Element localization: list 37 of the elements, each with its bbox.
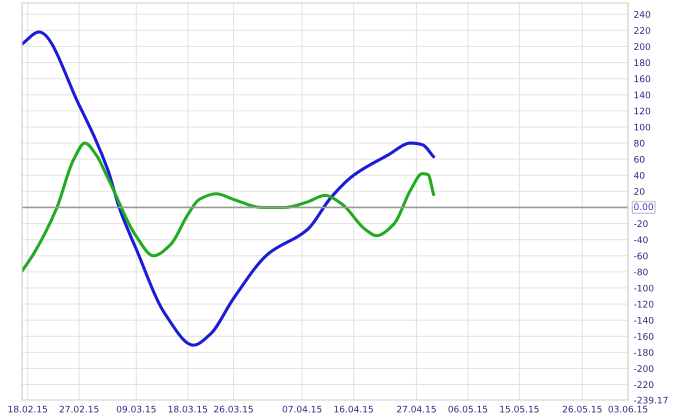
x-tick-label: 03.06.15 [608,406,648,413]
y-tick-label: 240 [634,11,650,18]
y-tick-label: 140 [634,92,650,98]
ref-line-label: 0.00 [634,203,654,210]
y-tick-label: -239.17 [634,396,668,404]
y-tick-label: 180 [634,59,650,66]
y-tick-label: 100 [634,124,650,131]
y-tick-label: 220 [634,27,650,34]
y-tick-label: 120 [634,108,650,114]
x-tick-label: 07.04.15 [282,406,322,413]
y-tick-label: -180 [634,349,654,356]
x-tick-label: 18.03.15 [168,406,208,413]
x-tick-label: 27.04.15 [397,406,436,413]
y-tick-label: 200 [634,43,650,50]
y-tick-label: -140 [634,316,654,324]
y-tick-label: 40 [634,172,644,179]
y-tick-label: -60 [634,252,648,260]
x-tick-label: 16.04.15 [334,406,373,413]
x-tick-label: 18.02.15 [8,406,48,413]
y-tick-label: -200 [634,365,654,372]
y-tick-label: -80 [634,268,648,276]
y-tick-label: 80 [634,140,644,147]
x-tick-label: 15.05.15 [500,406,539,413]
y-tick-label: -20 [634,220,648,228]
y-tick-label: -100 [634,284,654,292]
y-tick-label: 160 [634,75,650,82]
x-tick-label: 09.03.15 [116,406,156,413]
y-tick-label: -120 [634,300,654,308]
x-tick-label: 06.05.15 [448,406,488,413]
x-tick-label: 27.02.15 [60,406,98,413]
y-tick-label: -220 [634,381,654,388]
y-tick-label: -160 [634,333,654,340]
x-tick-label: 26.05.15 [562,406,602,413]
y-tick-label: -40 [634,236,648,244]
y-tick-label: 20 [634,188,644,195]
x-tick-label: 26.03.15 [214,406,253,413]
y-tick-label: 60 [634,156,644,163]
